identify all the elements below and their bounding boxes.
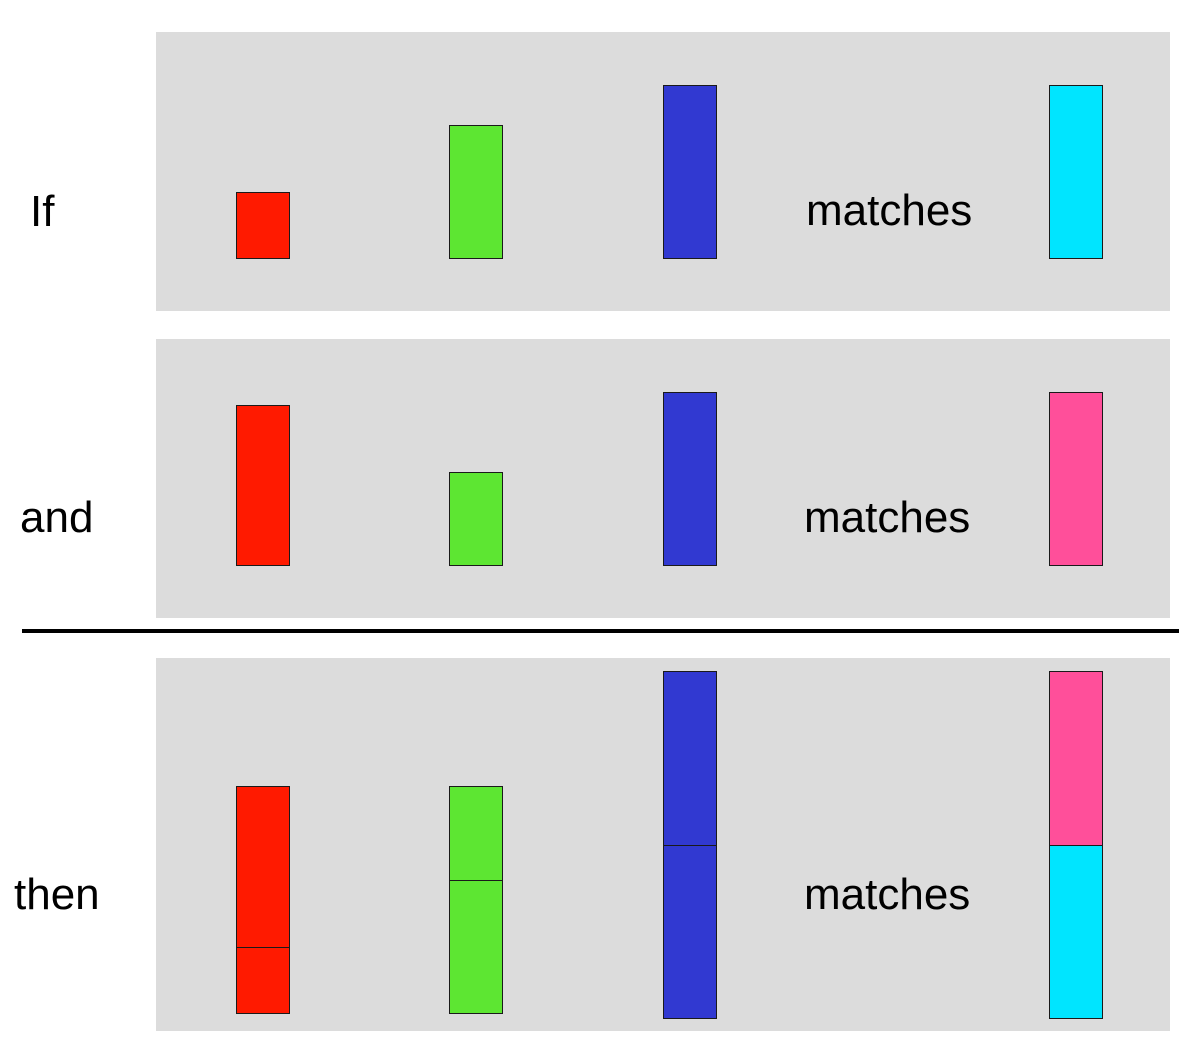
bar-then-green <box>449 786 503 1014</box>
bar-segment-blue <box>664 845 716 1018</box>
bar-segment-red <box>237 787 289 947</box>
matches-label-and: matches <box>804 493 971 542</box>
bar-segment-red <box>237 946 289 1013</box>
row-label-if: If <box>30 187 55 236</box>
row-label-then: then <box>14 870 100 919</box>
bar-if-red <box>236 192 290 259</box>
matches-label-if: matches <box>806 186 973 235</box>
bar-segment-green <box>450 787 502 881</box>
bar-if-green <box>449 125 503 259</box>
bar-if-cyan <box>1049 85 1103 259</box>
bar-segment-red <box>237 193 289 258</box>
bar-if-blue <box>663 85 717 259</box>
bar-segment-green <box>450 880 502 1013</box>
bar-segment-blue <box>664 86 716 258</box>
matches-label-then: matches <box>804 870 971 919</box>
bar-and-blue <box>663 392 717 566</box>
bar-segment-blue <box>664 393 716 565</box>
row-label-and: and <box>20 493 94 542</box>
bar-segment-red <box>237 406 289 565</box>
bar-segment-cyan <box>1050 86 1102 258</box>
bar-segment-green <box>450 473 502 565</box>
bar-and-green <box>449 472 503 566</box>
bar-then-blue <box>663 671 717 1019</box>
bar-segment-cyan <box>1050 845 1102 1018</box>
bar-segment-green <box>450 126 502 258</box>
bar-segment-pink <box>1050 393 1102 565</box>
bar-and-red <box>236 405 290 566</box>
bar-segment-pink <box>1050 672 1102 845</box>
bar-and-pink <box>1049 392 1103 566</box>
divider-line <box>22 629 1179 633</box>
bar-then-red <box>236 786 290 1014</box>
bar-then-cyan-pink <box>1049 671 1103 1019</box>
bar-segment-blue <box>664 672 716 845</box>
